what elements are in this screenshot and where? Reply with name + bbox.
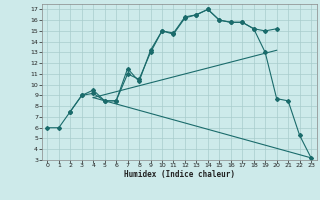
X-axis label: Humidex (Indice chaleur): Humidex (Indice chaleur): [124, 170, 235, 179]
